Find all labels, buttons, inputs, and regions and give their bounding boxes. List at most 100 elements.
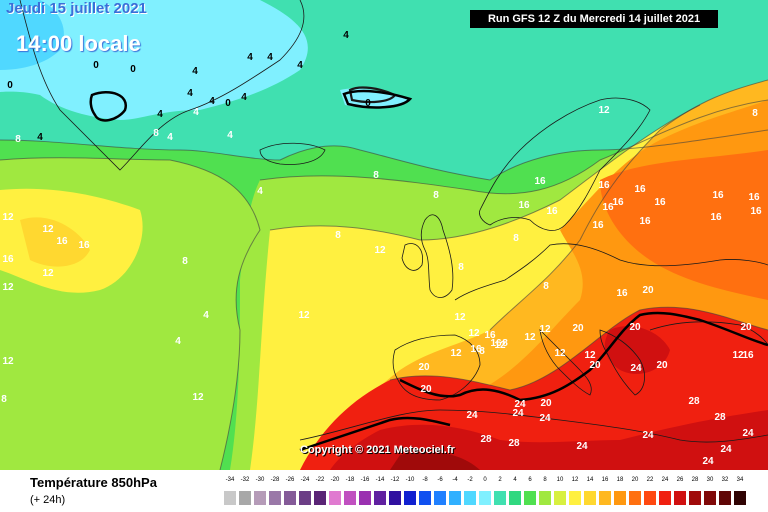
- scale-tick: -18: [345, 477, 355, 483]
- scale-tick: 6: [528, 477, 532, 483]
- isotherm-label: 4: [241, 92, 247, 103]
- scale-tick: -22: [315, 477, 325, 483]
- isotherm-label: 12: [468, 328, 480, 339]
- scale-swatch: [569, 491, 581, 505]
- isotherm-label: 4: [297, 60, 303, 71]
- scale-swatch: [494, 491, 506, 505]
- scale-tick: -20: [330, 477, 340, 483]
- scale-tick: 10: [556, 477, 564, 483]
- run-banner: Run GFS 12 Z du Mercredi 14 juillet 2021: [470, 10, 718, 28]
- isotherm-label: 16: [742, 350, 754, 361]
- isotherm-label: 0: [130, 64, 136, 75]
- isotherm-label: 12: [554, 348, 566, 359]
- isotherm-label: 12: [584, 350, 596, 361]
- isotherm-label: 12: [494, 340, 506, 351]
- scale-tick: 20: [631, 477, 639, 483]
- isotherm-label: 20: [420, 384, 432, 395]
- isotherm-label: 4: [193, 107, 199, 118]
- isotherm-label: 12: [524, 332, 536, 343]
- scale-swatch: [524, 491, 536, 505]
- isotherms: [0, 79, 768, 470]
- scale-swatch: [629, 491, 641, 505]
- color-scale: -34 -32 -30 -28 -26 -24 -22 -20 -18 -16 -14 -12 -10-…: [224, 477, 752, 511]
- isotherm-label: 20: [656, 360, 668, 371]
- isotherm-label: 8: [513, 233, 519, 244]
- isotherm-label: 8: [543, 281, 549, 292]
- isotherm-label: 8: [479, 346, 485, 357]
- scale-swatch: [344, 491, 356, 505]
- isotherm-label: 20: [540, 398, 552, 409]
- scale-swatch: [299, 491, 311, 505]
- isotherm-label: 20: [642, 285, 654, 296]
- scale-swatch: [224, 491, 236, 505]
- isotherm-label: 28: [688, 396, 700, 407]
- scale-swatch: [239, 491, 251, 505]
- isotherm-label: 4: [157, 109, 163, 120]
- isotherm-label: 16: [546, 206, 558, 217]
- isotherm-label: 12: [374, 245, 386, 256]
- isotherm-label: 16: [56, 236, 68, 247]
- scale-tick: -4: [452, 477, 458, 483]
- scale-swatch: [404, 491, 416, 505]
- isotherm-label: 20: [740, 322, 752, 333]
- twenty-contour: [399, 311, 768, 402]
- field-red-greece: [604, 326, 670, 374]
- scale-tick: -6: [437, 477, 443, 483]
- isotherm-label: 16: [592, 220, 604, 231]
- scale-swatch: [329, 491, 341, 505]
- scale-tick: -16: [360, 477, 370, 483]
- isotherm-label: 8: [182, 256, 188, 267]
- isotherm-label: 28: [714, 412, 726, 423]
- scale-swatch: [614, 491, 626, 505]
- isotherm-label: 12: [192, 392, 204, 403]
- scale-tick: -24: [300, 477, 310, 483]
- isotherm-label: 16: [634, 184, 646, 195]
- isotherm-label: 0: [225, 98, 231, 109]
- scale-tick: -10: [405, 477, 415, 483]
- isotherm-label: 24: [514, 399, 526, 410]
- isotherm-label: 0: [93, 60, 99, 71]
- isotherm-label: 4: [203, 310, 209, 321]
- isotherm-label: 24: [539, 413, 551, 424]
- isotherm-label: 28: [508, 438, 520, 449]
- isotherm-label: 12: [732, 350, 744, 361]
- field-lightorange-w: [20, 217, 90, 267]
- isotherm-label: 24: [630, 363, 642, 374]
- isotherm-label: 16: [470, 344, 482, 355]
- isotherm-label: 16: [534, 176, 546, 187]
- isotherm-label: 16: [616, 288, 628, 299]
- scale-tick: -14: [375, 477, 385, 483]
- scale-swatch: [689, 491, 701, 505]
- isotherm-label: 8: [373, 170, 379, 181]
- isotherm-label: 16: [750, 206, 762, 217]
- isotherm-label: 12: [598, 105, 610, 116]
- scale-tick: 34: [736, 477, 744, 483]
- scale-tick: 26: [676, 477, 684, 483]
- isotherm-label: 8: [502, 338, 508, 349]
- isotherm-label: 24: [702, 456, 714, 467]
- isotherm-label: 0: [7, 80, 13, 91]
- isotherm-label: 24: [576, 441, 588, 452]
- isotherm-label: 16: [598, 180, 610, 191]
- isotherm-label: 4: [227, 130, 233, 141]
- scale-tick: 12: [571, 477, 579, 483]
- scale-tick: -26: [285, 477, 295, 483]
- isotherm-label: 16: [712, 190, 724, 201]
- scale-tick: 2: [498, 477, 502, 483]
- field-orange-east: [600, 150, 768, 300]
- scale-swatch: [449, 491, 461, 505]
- scale-swatch: [434, 491, 446, 505]
- field-title: Température 850hPa: [30, 475, 157, 490]
- scale-swatch: [464, 491, 476, 505]
- scale-swatch: [419, 491, 431, 505]
- scale-swatch: [584, 491, 596, 505]
- zero-contour-greenland: [89, 91, 127, 122]
- scale-tick: -8: [422, 477, 428, 483]
- isotherm-label: 4: [187, 88, 193, 99]
- isotherm-label: 4: [247, 52, 253, 63]
- isotherm-label: 4: [343, 30, 349, 41]
- isotherm-label: 12: [454, 312, 466, 323]
- isotherm-label: 20: [572, 323, 584, 334]
- local-time: 14:00 locale: [16, 31, 141, 56]
